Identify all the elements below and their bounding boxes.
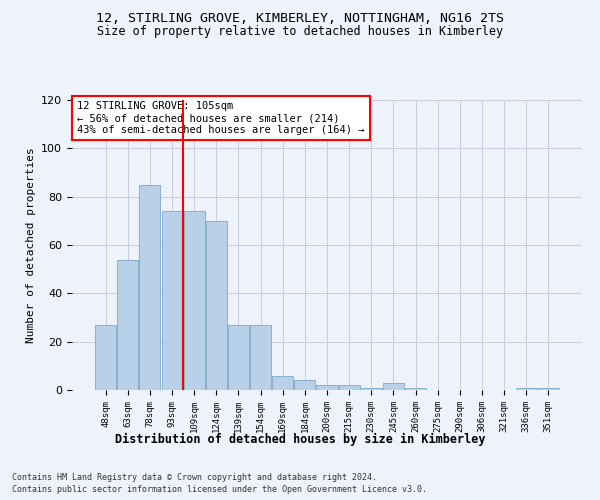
Text: Contains public sector information licensed under the Open Government Licence v3: Contains public sector information licen…: [12, 485, 427, 494]
Y-axis label: Number of detached properties: Number of detached properties: [26, 147, 35, 343]
Text: Distribution of detached houses by size in Kimberley: Distribution of detached houses by size …: [115, 432, 485, 446]
Bar: [161, 211, 182, 390]
Bar: [338, 385, 359, 390]
Bar: [250, 325, 271, 390]
Bar: [206, 221, 227, 390]
Bar: [118, 260, 139, 390]
Bar: [228, 325, 249, 390]
Bar: [515, 388, 536, 390]
Bar: [361, 388, 382, 390]
Bar: [184, 211, 205, 390]
Bar: [405, 388, 426, 390]
Bar: [95, 325, 116, 390]
Text: Size of property relative to detached houses in Kimberley: Size of property relative to detached ho…: [97, 25, 503, 38]
Bar: [383, 383, 404, 390]
Bar: [139, 184, 160, 390]
Bar: [316, 385, 338, 390]
Text: Contains HM Land Registry data © Crown copyright and database right 2024.: Contains HM Land Registry data © Crown c…: [12, 472, 377, 482]
Bar: [295, 380, 316, 390]
Bar: [272, 376, 293, 390]
Text: 12 STIRLING GROVE: 105sqm
← 56% of detached houses are smaller (214)
43% of semi: 12 STIRLING GROVE: 105sqm ← 56% of detac…: [77, 102, 365, 134]
Text: 12, STIRLING GROVE, KIMBERLEY, NOTTINGHAM, NG16 2TS: 12, STIRLING GROVE, KIMBERLEY, NOTTINGHA…: [96, 12, 504, 26]
Bar: [538, 388, 559, 390]
